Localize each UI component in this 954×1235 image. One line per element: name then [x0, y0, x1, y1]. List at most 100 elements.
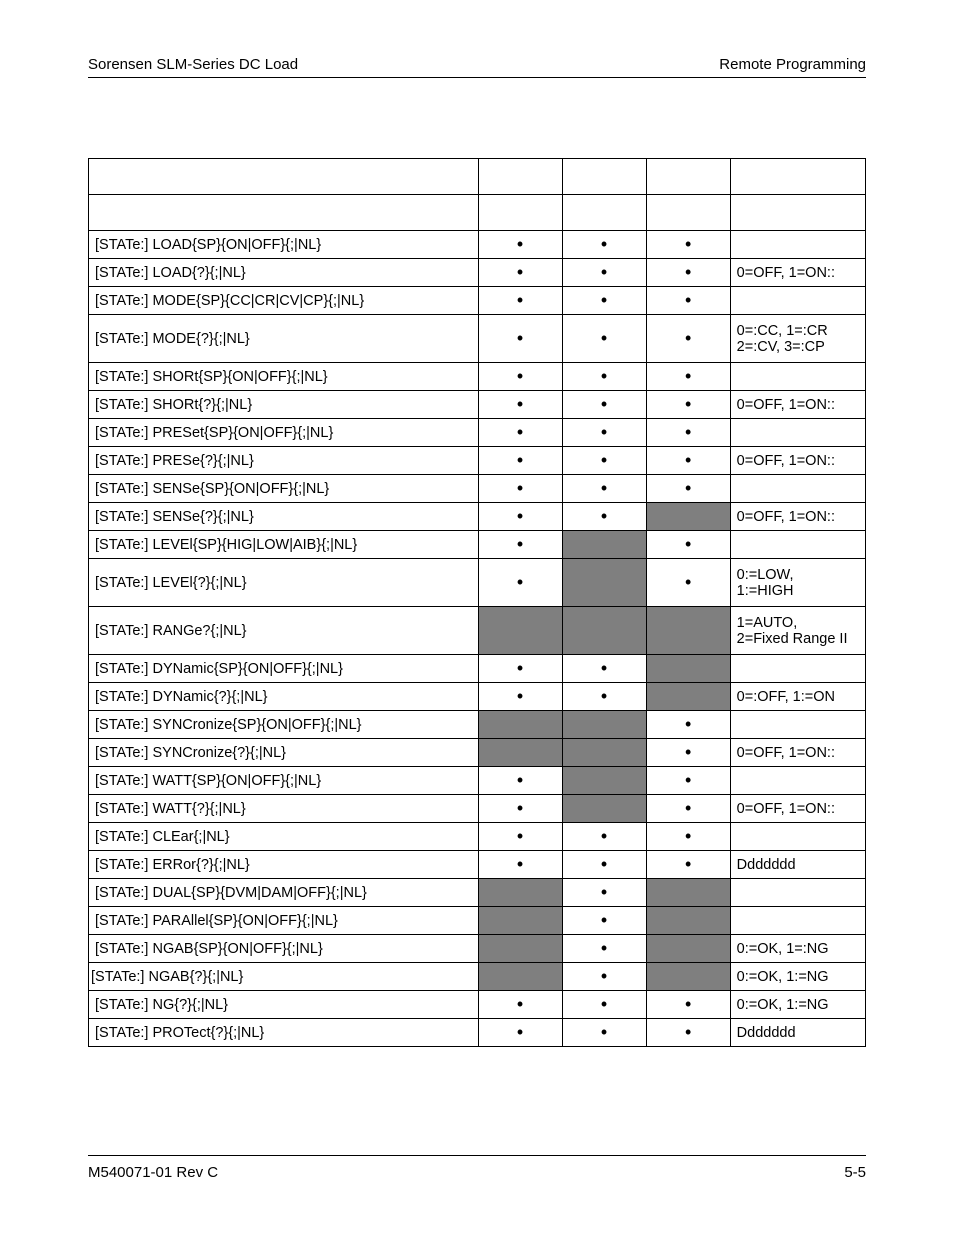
table-cell-mark: [478, 907, 562, 935]
bullet-icon: •: [601, 854, 607, 874]
table-row: [STATe:] SHORt{SP}{ON|OFF}{;|NL}•••: [89, 363, 866, 391]
page-footer: M540071-01 Rev C 5-5: [88, 1155, 866, 1181]
table-cell-mark: [646, 935, 730, 963]
table-row: [STATe:] DUAL{SP}{DVM|DAM|OFF}{;|NL}•: [89, 879, 866, 907]
bullet-icon: •: [517, 450, 523, 470]
table-row: [STATe:] PRESet{SP}{ON|OFF}{;|NL}•••: [89, 419, 866, 447]
bullet-icon: •: [685, 366, 691, 386]
bullet-icon: •: [685, 854, 691, 874]
table-cell-command: [STATe:] LOAD{SP}{ON|OFF}{;|NL}: [89, 231, 479, 259]
bullet-icon: •: [685, 450, 691, 470]
bullet-icon: •: [601, 506, 607, 526]
bullet-icon: •: [517, 290, 523, 310]
table-cell-mark: •: [646, 391, 730, 419]
bullet-icon: •: [517, 572, 523, 592]
table-cell-mark: •: [562, 475, 646, 503]
bullet-icon: •: [517, 366, 523, 386]
table-row: [STATe:] SENSe{?}{;|NL}••0=OFF, 1=ON::: [89, 503, 866, 531]
table-cell-note: [730, 655, 865, 683]
bullet-icon: •: [601, 422, 607, 442]
table-cell-mark: [562, 607, 646, 655]
table-cell-mark: •: [478, 363, 562, 391]
table-cell-mark: •: [646, 531, 730, 559]
bullet-icon: •: [685, 290, 691, 310]
table-cell-mark: •: [562, 963, 646, 991]
table-cell-mark: •: [478, 767, 562, 795]
bullet-icon: •: [685, 994, 691, 1014]
table-cell-note: 0=OFF, 1=ON::: [730, 503, 865, 531]
table-cell-note: 0:=OK, 1:=NG: [730, 991, 865, 1019]
table-cell-mark: [478, 935, 562, 963]
bullet-icon: •: [685, 714, 691, 734]
table-cell-command: [STATe:] PARAllel{SP}{ON|OFF}{;|NL}: [89, 907, 479, 935]
table-header-cell: [730, 195, 865, 231]
table-row: [STATe:] WATT{SP}{ON|OFF}{;|NL}••: [89, 767, 866, 795]
table-cell-mark: •: [478, 795, 562, 823]
table-cell-command: [STATe:] ERRor{?}{;|NL}: [89, 851, 479, 879]
bullet-icon: •: [685, 394, 691, 414]
table-cell-mark: •: [646, 795, 730, 823]
bullet-icon: •: [517, 1022, 523, 1042]
table-cell-note: 0=:CC, 1=:CR2=:CV, 3=:CP: [730, 315, 865, 363]
table-cell-mark: •: [562, 287, 646, 315]
table-cell-mark: •: [478, 991, 562, 1019]
table-row: [STATe:] LOAD{SP}{ON|OFF}{;|NL}•••: [89, 231, 866, 259]
table-row: [STATe:] SYNCronize{SP}{ON|OFF}{;|NL}•: [89, 711, 866, 739]
bullet-icon: •: [601, 290, 607, 310]
table-cell-mark: [478, 879, 562, 907]
table-cell-mark: [646, 607, 730, 655]
bullet-icon: •: [601, 1022, 607, 1042]
table-cell-mark: [562, 795, 646, 823]
bullet-icon: •: [685, 478, 691, 498]
table-cell-note: [730, 475, 865, 503]
bullet-icon: •: [517, 478, 523, 498]
table-cell-note: 0:=OK, 1=:NG: [730, 935, 865, 963]
bullet-icon: •: [601, 450, 607, 470]
bullet-icon: •: [685, 234, 691, 254]
footer-right: 5-5: [844, 1164, 866, 1181]
bullet-icon: •: [601, 366, 607, 386]
table-row: [STATe:] SENSe{SP}{ON|OFF}{;|NL}•••: [89, 475, 866, 503]
table-cell-command: [STATe:] WATT{SP}{ON|OFF}{;|NL}: [89, 767, 479, 795]
table-cell-mark: •: [646, 231, 730, 259]
table-cell-mark: •: [478, 531, 562, 559]
table-cell-note: 1=AUTO,2=Fixed Range II: [730, 607, 865, 655]
table-row: [STATe:] NG{?}{;|NL}•••0:=OK, 1:=NG: [89, 991, 866, 1019]
table-cell-mark: •: [646, 851, 730, 879]
table-cell-mark: •: [646, 711, 730, 739]
table-cell-mark: •: [562, 315, 646, 363]
table-cell-mark: •: [478, 231, 562, 259]
table-cell-mark: •: [646, 447, 730, 475]
table-row: [STATe:] LEVEl{?}{;|NL}••0:=LOW,1:=HIGH: [89, 559, 866, 607]
table-cell-note: [730, 879, 865, 907]
table-cell-mark: •: [646, 559, 730, 607]
table-cell-command: [STATe:] CLEar{;|NL}: [89, 823, 479, 851]
table-cell-command: [STATe:] SENSe{?}{;|NL}: [89, 503, 479, 531]
bullet-icon: •: [601, 882, 607, 902]
table-cell-command: [STATe:] LOAD{?}{;|NL}: [89, 259, 479, 287]
table-row: [STATe:] PRESe{?}{;|NL}•••0=OFF, 1=ON::: [89, 447, 866, 475]
table-cell-command: [STATe:] PROTect{?}{;|NL}: [89, 1019, 479, 1047]
table-row: [STATe:] MODE{SP}{CC|CR|CV|CP}{;|NL} • • •: [89, 287, 866, 315]
table-cell-mark: •: [478, 419, 562, 447]
bullet-icon: •: [517, 770, 523, 790]
table-cell-mark: •: [562, 851, 646, 879]
table-cell-mark: •: [562, 259, 646, 287]
header-right: Remote Programming: [719, 56, 866, 73]
table-cell-mark: •: [562, 879, 646, 907]
table-cell-command: [STATe:] MODE{SP}{CC|CR|CV|CP}{;|NL}: [89, 287, 479, 315]
table-header-cell: [478, 159, 562, 195]
table-cell-mark: •: [478, 315, 562, 363]
table-header-cell: [562, 195, 646, 231]
table-header-cell: [730, 159, 865, 195]
table-cell-mark: [562, 767, 646, 795]
table-cell-mark: •: [562, 907, 646, 935]
bullet-icon: •: [685, 534, 691, 554]
bullet-icon: •: [601, 994, 607, 1014]
table-cell-mark: •: [562, 823, 646, 851]
bullet-icon: •: [517, 534, 523, 554]
table-cell-command: [STATe:] RANGe?{;|NL}: [89, 607, 479, 655]
bullet-icon: •: [517, 798, 523, 818]
table-cell-note: [730, 287, 865, 315]
table-cell-note: 0=OFF, 1=ON::: [730, 259, 865, 287]
